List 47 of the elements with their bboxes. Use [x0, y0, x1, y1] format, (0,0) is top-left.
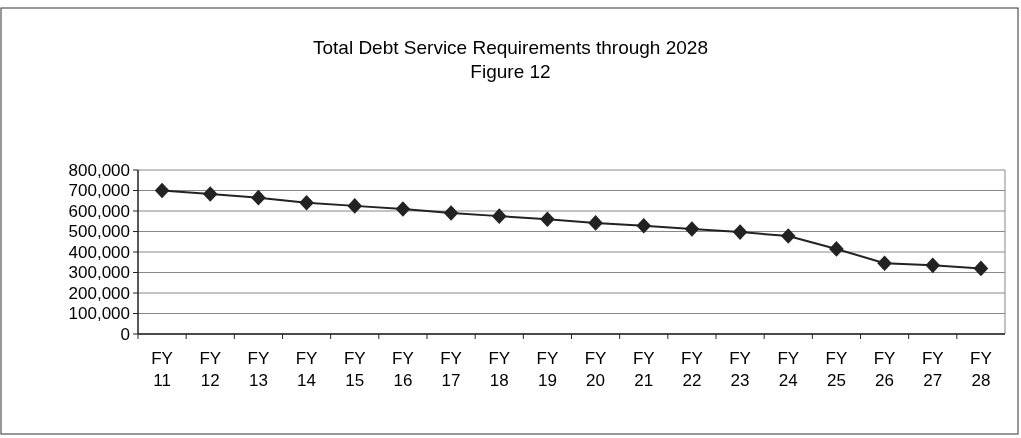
point [202, 186, 218, 202]
point [154, 182, 170, 199]
y-tick-label: 800,000 [68, 160, 130, 180]
point [491, 208, 507, 224]
point [251, 189, 266, 206]
point [973, 260, 989, 277]
point [443, 205, 459, 221]
x-tick-label: FY 26 [873, 349, 896, 390]
x-tick-label: FY 20 [584, 349, 607, 390]
x-tick-label: FY 12 [199, 349, 222, 390]
point [780, 228, 796, 244]
point [732, 224, 748, 240]
y-tick-label: 500,000 [68, 222, 130, 242]
point [877, 255, 892, 272]
point [540, 211, 555, 228]
point [829, 241, 844, 257]
point [925, 257, 941, 274]
x-tick-label: FY 15 [343, 349, 366, 390]
point [684, 221, 700, 237]
y-tick-label: 100,000 [68, 304, 130, 324]
x-tick-label: FY 27 [921, 349, 944, 390]
point [299, 194, 314, 211]
x-tick-label: FY 13 [247, 349, 270, 390]
point [347, 198, 363, 214]
x-tick-label: FY 24 [777, 349, 800, 390]
chart-subtitle: Figure 12 [470, 61, 551, 82]
y-tick-label: 0 [120, 324, 130, 344]
y-tick-label: 700,000 [68, 181, 130, 201]
point [588, 215, 603, 231]
x-tick-label: FY 16 [392, 349, 414, 390]
point [636, 217, 652, 234]
x-tick-label: FY 21 [632, 349, 655, 390]
point [395, 201, 411, 217]
y-tick-label: 300,000 [68, 263, 130, 283]
x-tick-label: FY 17 [440, 349, 462, 390]
x-tick-label: FY 19 [536, 349, 559, 390]
y-tick-label: 400,000 [68, 242, 130, 262]
x-tick-label: FY 23 [729, 349, 751, 390]
y-tick-label: 600,000 [68, 201, 130, 221]
x-tick-label: FY 14 [295, 349, 318, 390]
x-tick-label: FY 18 [488, 349, 511, 390]
x-tick-label: FY 22 [681, 349, 703, 390]
y-tick-label: 200,000 [68, 283, 130, 303]
x-tick-label: FY 25 [825, 349, 848, 390]
chart-title: Total Debt Service Requirements through 2028 [312, 37, 709, 58]
x-tick-label: FY 28 [970, 349, 992, 390]
x-tick-label: FY 11 [151, 349, 173, 390]
